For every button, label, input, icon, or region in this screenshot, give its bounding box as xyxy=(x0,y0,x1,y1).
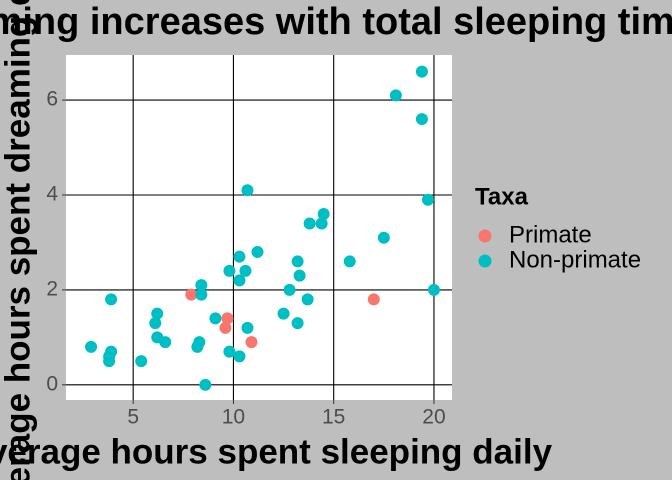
point xyxy=(193,336,206,349)
point xyxy=(219,321,232,334)
point xyxy=(301,293,314,306)
chart-title: Dreaming increases with total sleeping t… xyxy=(0,1,672,43)
point xyxy=(317,207,330,220)
x-tick-label: 20 xyxy=(422,406,445,429)
point xyxy=(151,307,164,320)
y-tick-label: 4 xyxy=(46,183,58,206)
point xyxy=(277,307,290,320)
point xyxy=(241,184,254,197)
point xyxy=(241,321,254,334)
point xyxy=(421,193,434,206)
point xyxy=(283,283,296,296)
point xyxy=(291,255,304,268)
x-axis-label: Average hours spent sleeping daily xyxy=(0,432,553,471)
point xyxy=(159,336,172,349)
x-tick-label: 5 xyxy=(127,406,139,429)
y-tick-label: 6 xyxy=(46,88,58,111)
y-tick-label: 0 xyxy=(46,372,58,395)
legend-label: Primate xyxy=(509,221,592,248)
legend-title: Taxa xyxy=(475,183,529,210)
point xyxy=(315,217,328,230)
point xyxy=(195,288,208,301)
point xyxy=(377,231,390,244)
point xyxy=(233,350,246,363)
point xyxy=(221,312,234,325)
point xyxy=(105,345,118,358)
point xyxy=(415,113,428,126)
point xyxy=(135,355,148,368)
point xyxy=(303,217,316,230)
point xyxy=(415,65,428,78)
point xyxy=(223,264,236,277)
x-tick-label: 15 xyxy=(322,406,345,429)
point xyxy=(367,293,380,306)
point xyxy=(291,317,304,330)
point xyxy=(239,264,252,277)
point xyxy=(233,274,246,287)
legend-key xyxy=(478,229,492,243)
x-tick-label: 10 xyxy=(222,406,245,429)
point xyxy=(199,378,212,391)
point xyxy=(223,345,236,358)
legend-label: Non-primate xyxy=(509,246,641,273)
point xyxy=(293,269,306,282)
point xyxy=(85,340,98,353)
point xyxy=(427,283,440,296)
point xyxy=(233,250,246,263)
y-tick-label: 2 xyxy=(46,277,58,300)
point xyxy=(195,279,208,292)
point xyxy=(389,89,402,102)
panel xyxy=(66,55,452,400)
point xyxy=(185,288,198,301)
point xyxy=(209,312,222,325)
point xyxy=(149,317,162,330)
point xyxy=(103,355,116,368)
y-axis-label: Average hours spent dreaming daily xyxy=(0,0,37,480)
point xyxy=(105,293,118,306)
point xyxy=(245,336,258,349)
point xyxy=(343,255,356,268)
legend-key xyxy=(478,254,492,268)
point xyxy=(251,245,264,258)
